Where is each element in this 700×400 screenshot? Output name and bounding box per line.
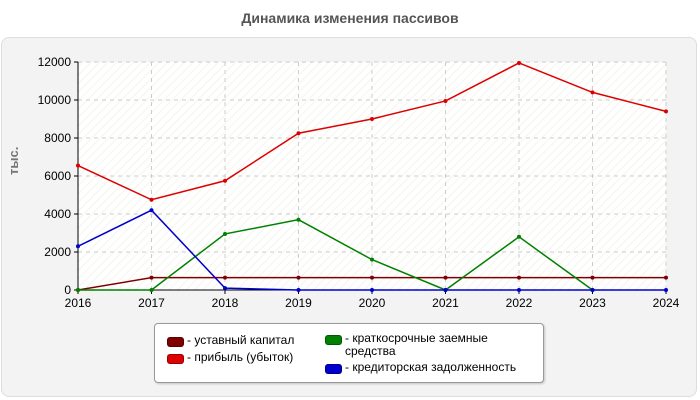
legend-item-kratkosrochnye: - краткосрочные заемные средства <box>325 332 520 358</box>
data-point-series-1 <box>76 163 80 168</box>
x-tick-label: 2023 <box>579 296 606 310</box>
y-tick-label: 6000 <box>44 169 71 183</box>
x-tick-label: 2022 <box>506 296 533 310</box>
y-tick-label: 10000 <box>38 93 72 107</box>
legend-item-pribyl: - прибыль (убыток) <box>167 351 317 364</box>
y-tick-label: 4000 <box>44 207 71 221</box>
legend-item-kreditorskaya: - кредиторская задолженность <box>325 361 540 374</box>
x-tick-label: 2018 <box>212 296 239 310</box>
data-point-series-3 <box>296 288 301 292</box>
x-tick-label: 2016 <box>65 296 92 310</box>
x-tick-label: 2021 <box>432 296 459 310</box>
data-point-series-3 <box>223 286 227 291</box>
data-point-series-3 <box>76 244 80 249</box>
data-point-series-0 <box>443 275 448 280</box>
data-point-series-1 <box>443 98 448 103</box>
legend-label: - кредиторская задолженность <box>345 360 517 374</box>
x-tick-label: 2017 <box>138 296 165 310</box>
data-point-series-0 <box>664 275 668 280</box>
data-point-series-3 <box>149 208 154 213</box>
data-point-series-2 <box>517 234 521 239</box>
legend-label: - краткосрочные заемные средства <box>345 331 488 358</box>
data-point-series-1 <box>664 109 668 114</box>
y-tick-label: 0 <box>64 283 71 297</box>
data-point-series-3 <box>517 288 521 292</box>
data-point-series-2 <box>76 288 80 292</box>
data-point-series-3 <box>590 288 595 292</box>
data-point-series-3 <box>443 288 448 292</box>
data-point-series-0 <box>149 275 154 280</box>
legend-swatch <box>325 364 342 374</box>
y-tick-label: 8000 <box>44 131 71 145</box>
series-line-2 <box>78 218 593 291</box>
data-point-series-2 <box>370 257 374 262</box>
data-point-series-3 <box>370 288 374 292</box>
data-point-series-0 <box>296 275 301 280</box>
data-point-series-1 <box>590 90 595 95</box>
chart-title: Динамика изменения пассивов <box>241 10 459 26</box>
data-point-series-1 <box>296 131 301 136</box>
legend: - уставный капитал - прибыль (убыток) - … <box>154 323 544 383</box>
x-tick-label: 2024 <box>653 296 680 310</box>
legend-swatch <box>167 354 184 364</box>
data-point-series-0 <box>223 275 227 280</box>
legend-swatch <box>325 335 342 345</box>
data-point-series-2 <box>149 288 154 292</box>
x-tick-label: 2020 <box>359 296 386 310</box>
y-tick-label: 2000 <box>44 245 71 259</box>
y-tick-label: 12000 <box>38 55 72 69</box>
data-point-series-2 <box>296 217 301 222</box>
data-point-series-1 <box>370 117 374 121</box>
data-point-series-0 <box>370 275 374 280</box>
data-point-series-0 <box>517 275 521 280</box>
legend-label: - уставный капитал <box>187 333 295 347</box>
x-tick-label: 2019 <box>285 296 312 310</box>
data-point-series-3 <box>664 288 668 292</box>
legend-label: - прибыль (убыток) <box>187 350 294 364</box>
data-point-series-1 <box>223 178 227 183</box>
data-point-series-1 <box>517 60 521 65</box>
data-point-series-0 <box>590 275 595 280</box>
data-point-series-1 <box>149 197 154 202</box>
data-point-series-2 <box>223 231 227 236</box>
legend-item-ustavnyy-kapital: - уставный капитал <box>167 334 317 347</box>
legend-swatch <box>167 337 184 347</box>
